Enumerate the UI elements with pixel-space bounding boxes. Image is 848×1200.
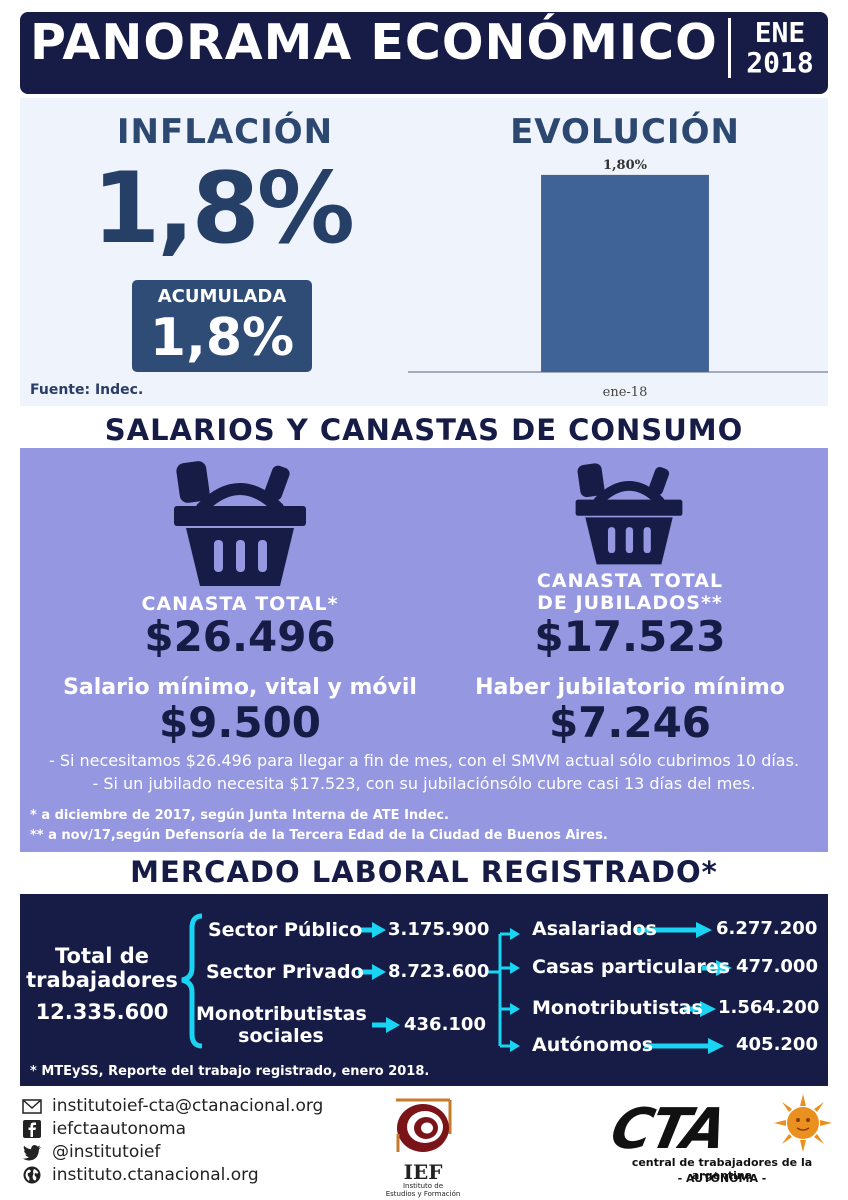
- sun-icon: [774, 1094, 832, 1152]
- cta-name: CTA: [605, 1097, 732, 1162]
- sector-publico-label: Sector Público: [208, 919, 363, 941]
- monotributistas-label: Monotributistas: [532, 997, 703, 1019]
- autonomos-value: 405.200: [736, 1034, 818, 1055]
- total-label-1: Total de: [55, 944, 149, 968]
- autonomos-label: Autónomos: [532, 1034, 654, 1056]
- basket-icon: [575, 463, 683, 565]
- inflation-title: INFLACIÓN: [116, 112, 334, 152]
- chart-bar: [541, 174, 709, 372]
- evolution-title: EVOLUCIÓN: [510, 112, 740, 152]
- canasta-total-value: $26.496: [144, 612, 336, 661]
- casas-value: 477.000: [736, 956, 818, 977]
- asalariados-label: Asalariados: [532, 918, 657, 940]
- footnote-1: * a diciembre de 2017, según Junta Inter…: [30, 808, 449, 823]
- contact-twitter[interactable]: @institutoief: [52, 1142, 161, 1162]
- canasta-jubilados-label-1: CANASTA TOTAL: [536, 570, 724, 592]
- labor-footnote: * MTEySS, Reporte del trabajo registrado…: [30, 1064, 430, 1079]
- footnote-2: ** a nov/17,según Defensoría de la Terce…: [30, 828, 608, 843]
- haber-value: $7.246: [548, 698, 712, 747]
- monotributo-social-label-1: Monotributistas: [196, 1003, 367, 1025]
- email-icon: [22, 1099, 42, 1114]
- facebook-icon: [23, 1120, 41, 1138]
- casas-label: Casas particulares: [532, 956, 730, 978]
- ief-name: IEF: [403, 1160, 443, 1184]
- monotributo-social-label-2: sociales: [238, 1025, 324, 1047]
- canasta-total-label: CANASTA TOTAL*: [141, 593, 339, 615]
- monotributo-social-value: 436.100: [404, 1014, 486, 1035]
- ief-logo: IEF Instituto de Estudios y Formación: [386, 1094, 460, 1198]
- labor-market-panel: [20, 894, 828, 1086]
- total-value: 12.335.600: [35, 1000, 169, 1024]
- evolution-chart: 1,80% ene-18: [408, 158, 828, 400]
- header-divider: [728, 18, 731, 78]
- sector-privado-label: Sector Privado: [206, 961, 364, 983]
- note-line-2: - Si un jubilado necesita $17.523, con s…: [92, 774, 756, 793]
- canasta-jubilados-value: $17.523: [534, 612, 726, 661]
- accumulated-value: 1,8%: [149, 308, 295, 368]
- sector-privado-value: 8.723.600: [388, 961, 490, 982]
- ief-sub-1: Instituto de: [402, 1182, 444, 1190]
- smvm-label: Salario mínimo, vital y móvil: [63, 675, 417, 700]
- header-month: ENE: [754, 16, 806, 49]
- cta-autonoma: - AUTÓNOMA -: [677, 1172, 767, 1185]
- cta-logo: CTA central de trabajadores de la argent…: [605, 1094, 832, 1194]
- salaries-heading: SALARIOS Y CANASTAS DE CONSUMO: [104, 413, 744, 447]
- monotributistas-value: 1.564.200: [718, 997, 820, 1018]
- header-bar: [20, 12, 828, 94]
- cta-subtitle: central de trabajadores de la argentina: [631, 1156, 813, 1182]
- sector-publico-value: 3.175.900: [388, 919, 490, 940]
- globe-icon: [23, 1166, 41, 1184]
- ief-sub-2: Estudios y Formación: [385, 1190, 461, 1198]
- chart-data-label: 1,80%: [603, 158, 648, 173]
- contact-facebook[interactable]: iefctaautonoma: [52, 1119, 187, 1139]
- total-label-2: trabajadores: [26, 968, 178, 992]
- source-note: Fuente: Indec.: [30, 382, 144, 398]
- haber-label: Haber jubilatorio mínimo: [475, 675, 785, 700]
- contact-email[interactable]: institutoief-cta@ctanacional.org: [52, 1096, 324, 1116]
- header-date: ENE 2018: [738, 18, 822, 78]
- accumulated-label: ACUMULADA: [157, 286, 287, 307]
- labor-market-connectors: [181, 913, 732, 1054]
- basket-icon: [174, 461, 306, 586]
- labor-market-heading: MERCADO LABORAL REGISTRADO*: [130, 855, 718, 889]
- smvm-value: $9.500: [158, 698, 322, 747]
- brace-icon: [181, 913, 203, 1049]
- accumulated-box: [132, 280, 312, 372]
- inflation-value: 1,8%: [92, 152, 355, 266]
- note-line-1: - Si necesitamos $26.496 para llegar a f…: [48, 751, 800, 770]
- asalariados-value: 6.277.200: [716, 918, 818, 939]
- chart-tick-label: ene-18: [603, 385, 648, 400]
- canasta-jubilados-label-2: DE JUBILADOS**: [537, 592, 723, 614]
- twitter-icon: [23, 1145, 41, 1161]
- contact-web[interactable]: instituto.ctanacional.org: [52, 1165, 259, 1185]
- page-title: PANORAMA ECONÓMICO: [30, 14, 718, 71]
- ief-spiral-icon: [396, 1098, 452, 1152]
- salaries-panel: [20, 448, 828, 852]
- header-year: 2018: [746, 46, 814, 79]
